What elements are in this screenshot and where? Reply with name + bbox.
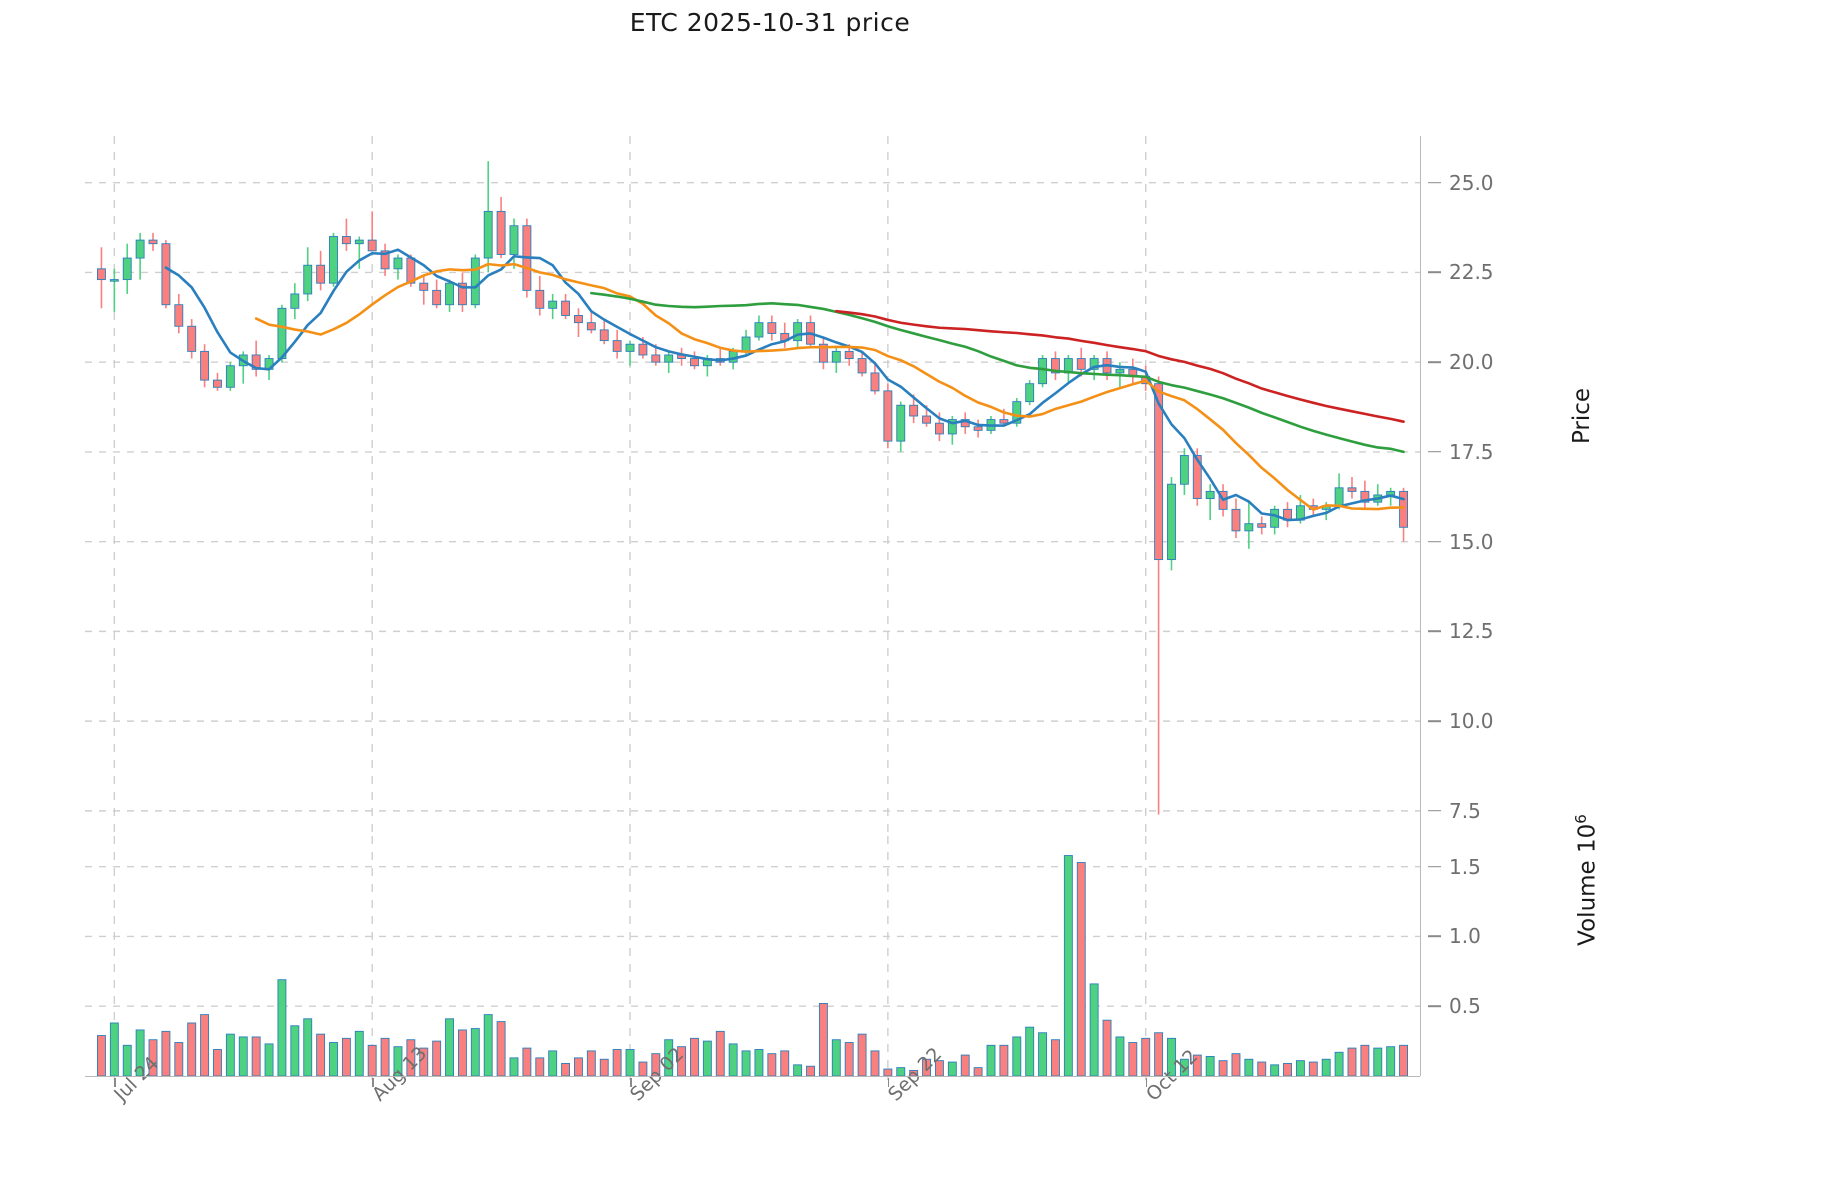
plot-area [85, 136, 1420, 1080]
volume-tick-label: 1.5 [1449, 854, 1481, 879]
price-tick-mark [1428, 810, 1441, 812]
price-tick-label: 22.5 [1449, 260, 1494, 285]
price-tick-mark [1428, 720, 1441, 722]
price-tick-mark [1428, 630, 1441, 633]
price-tick-mark [1428, 361, 1441, 363]
volume-axis-label-exponent: 6 [1572, 814, 1590, 824]
x-tick-mark [1145, 1078, 1148, 1087]
volume-baseline [85, 1076, 1420, 1078]
volume-tick-mark [1428, 865, 1441, 868]
x-tick-mark [114, 1078, 116, 1087]
volume-tick-label: 1.0 [1449, 924, 1481, 949]
x-tick-mark [887, 1078, 890, 1087]
price-tick-mark [1428, 181, 1441, 184]
volume-pane [85, 836, 1420, 1080]
price-tick-mark [1428, 451, 1441, 453]
price-tick-label: 20.0 [1449, 350, 1494, 375]
chart-title: ETC 2025-10-31 price [629, 8, 911, 37]
price-tick-label: 12.5 [1449, 619, 1494, 644]
volume-axis-label-text: Volume 10 [1574, 823, 1601, 946]
price-tick-label: 15.0 [1449, 529, 1494, 554]
price-pane [85, 136, 1420, 836]
candlestick-series [96, 161, 1409, 815]
x-tick-mark [630, 1078, 632, 1087]
volume-axis-label: Volume 106 [1572, 814, 1601, 946]
price-tick-label: 7.5 [1449, 798, 1481, 823]
volume-tick-mark [1428, 935, 1441, 938]
moving-average-lines [164, 248, 1405, 522]
price-tick-label: 10.0 [1449, 709, 1494, 734]
price-tick-mark [1428, 540, 1441, 543]
price-axis-spine [1420, 136, 1422, 836]
volume-bar-series [96, 855, 1409, 1077]
volume-tick-mark [1428, 1005, 1441, 1008]
x-tick-mark [372, 1078, 374, 1087]
volume-gridlines [85, 836, 1420, 1080]
price-tick-mark [1428, 271, 1441, 274]
volume-tick-label: 0.5 [1449, 994, 1481, 1019]
price-tick-label: 17.5 [1449, 439, 1494, 464]
volume-axis-spine [1420, 836, 1422, 1076]
price-axis-label: Price [1569, 387, 1595, 445]
price-tick-label: 25.0 [1449, 170, 1494, 195]
